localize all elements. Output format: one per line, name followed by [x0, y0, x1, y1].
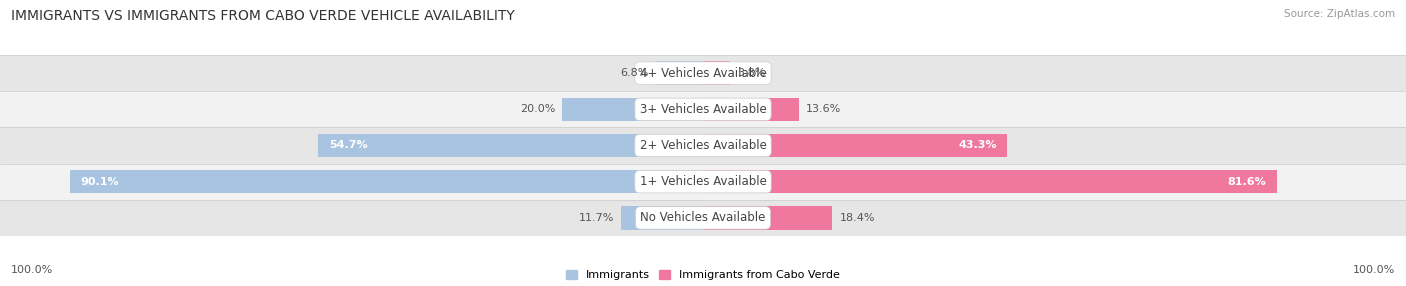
Text: 3+ Vehicles Available: 3+ Vehicles Available [640, 103, 766, 116]
Text: 1+ Vehicles Available: 1+ Vehicles Available [640, 175, 766, 188]
Legend: Immigrants, Immigrants from Cabo Verde: Immigrants, Immigrants from Cabo Verde [567, 270, 839, 281]
Text: 13.6%: 13.6% [806, 104, 841, 114]
Bar [655, 61, 703, 85]
Text: 43.3%: 43.3% [959, 140, 997, 150]
Text: 100.0%: 100.0% [11, 265, 53, 275]
Bar [703, 206, 832, 230]
Text: 4+ Vehicles Available: 4+ Vehicles Available [640, 67, 766, 80]
Text: 81.6%: 81.6% [1227, 177, 1267, 187]
Text: 90.1%: 90.1% [80, 177, 118, 187]
Text: Source: ZipAtlas.com: Source: ZipAtlas.com [1284, 9, 1395, 19]
Bar [703, 134, 1007, 157]
Bar [0, 127, 1406, 164]
Bar [562, 98, 703, 121]
Text: 20.0%: 20.0% [520, 104, 555, 114]
Bar [0, 91, 1406, 127]
Bar [703, 98, 799, 121]
Bar [0, 55, 1406, 91]
Bar [0, 200, 1406, 236]
Text: No Vehicles Available: No Vehicles Available [640, 211, 766, 225]
Text: 100.0%: 100.0% [1353, 265, 1395, 275]
Text: IMMIGRANTS VS IMMIGRANTS FROM CABO VERDE VEHICLE AVAILABILITY: IMMIGRANTS VS IMMIGRANTS FROM CABO VERDE… [11, 9, 515, 23]
Bar [703, 61, 730, 85]
Text: 3.8%: 3.8% [737, 68, 765, 78]
Text: 11.7%: 11.7% [578, 213, 614, 223]
Bar [703, 170, 1277, 193]
Bar [69, 170, 703, 193]
Text: 2+ Vehicles Available: 2+ Vehicles Available [640, 139, 766, 152]
Text: 18.4%: 18.4% [839, 213, 875, 223]
Text: 54.7%: 54.7% [329, 140, 367, 150]
Bar [0, 164, 1406, 200]
Bar [621, 206, 703, 230]
Text: 6.8%: 6.8% [620, 68, 648, 78]
Bar [318, 134, 703, 157]
